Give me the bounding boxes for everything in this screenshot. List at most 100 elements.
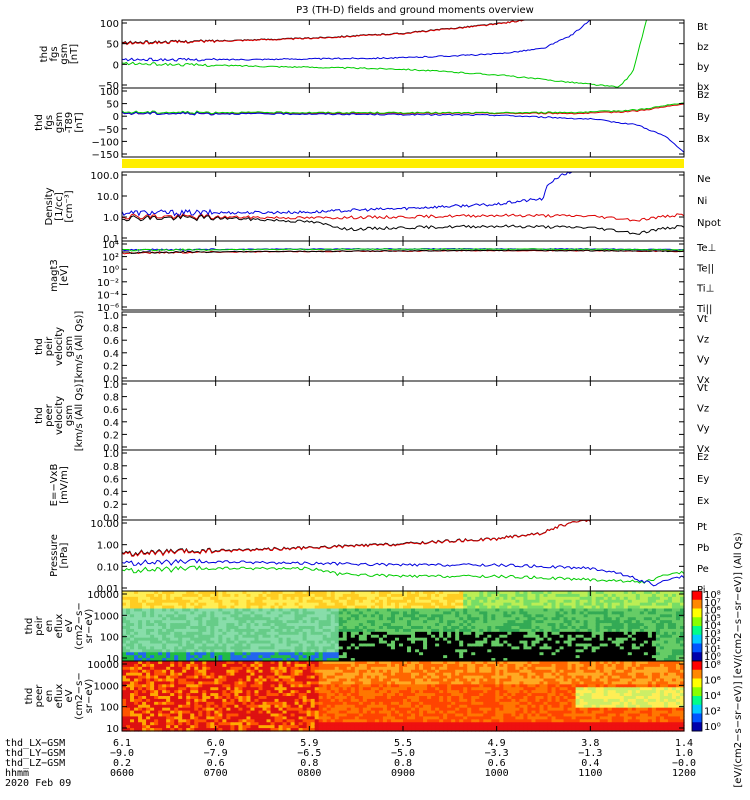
heatmap-cell [166, 605, 171, 610]
heatmap-cell [366, 602, 372, 607]
y-axis-label-line: [nT] [69, 44, 80, 64]
heatmap-cell [226, 666, 231, 671]
heatmap-cell [306, 608, 312, 613]
heatmap-cell [122, 637, 127, 642]
heatmap-cell [138, 701, 143, 706]
heatmap-cell [314, 687, 320, 691]
heatmap-cell [222, 669, 227, 674]
heatmap-cell [318, 701, 324, 706]
heatmap-cell [234, 617, 240, 621]
heatmap-cell [515, 623, 521, 627]
heatmap-cell [266, 716, 272, 720]
heatmap-cell [138, 678, 143, 683]
heatmap-cell [166, 719, 171, 723]
heatmap-cell [591, 652, 597, 656]
y-tick-label: 0.4 [103, 418, 119, 429]
heatmap-cell [146, 722, 151, 726]
heatmap-cell [370, 596, 376, 601]
heatmap-cell [443, 614, 448, 618]
heatmap-cell [366, 649, 372, 653]
heatmap-cell [358, 602, 364, 607]
heatmap-cell [559, 593, 565, 598]
heatmap-cell [246, 599, 252, 604]
heatmap-cell [222, 626, 227, 630]
heatmap-cell [242, 652, 248, 656]
heatmap-cell [238, 725, 244, 729]
heatmap-cell [374, 611, 380, 615]
heatmap-cell [130, 614, 135, 618]
heatmap-cell [306, 602, 312, 607]
heatmap-cell [218, 690, 223, 694]
heatmap-cell [459, 605, 464, 610]
heatmap-cell [238, 663, 244, 668]
heatmap-cell [238, 591, 244, 595]
heatmap-cell [547, 649, 553, 653]
heatmap-cell [627, 617, 633, 621]
heatmap-cell [463, 631, 468, 636]
series-line-Te|| [121, 249, 685, 255]
heatmap-cell [246, 719, 252, 723]
heatmap-cell [326, 614, 332, 618]
heatmap-cell [451, 655, 456, 659]
heatmap-cell [214, 725, 219, 729]
heatmap-cell [451, 602, 456, 607]
heatmap-cell [142, 591, 147, 595]
heatmap-cell [403, 643, 408, 648]
heatmap-cell [354, 658, 360, 662]
heatmap-cell [403, 655, 408, 659]
heatmap-cell [435, 620, 440, 624]
heatmap-cell [246, 593, 252, 598]
heatmap-cell [134, 608, 139, 613]
heatmap-cell [222, 693, 227, 697]
heatmap-cell [318, 713, 324, 718]
heatmap-cell [254, 687, 260, 691]
heatmap-cell [142, 663, 147, 668]
heatmap-cell [250, 678, 256, 683]
heatmap-cell [218, 614, 223, 618]
heatmap-cell [130, 623, 135, 627]
heatmap-cell [338, 646, 344, 650]
heatmap-cell [302, 722, 308, 726]
heatmap-cell [266, 678, 272, 683]
heatmap-cell [523, 623, 529, 627]
heatmap-cell [266, 599, 272, 604]
heatmap-cell [435, 605, 440, 610]
heatmap-cell [250, 669, 256, 674]
heatmap-cell [294, 634, 300, 639]
heatmap-cell [342, 617, 348, 621]
heatmap-cell [579, 602, 585, 607]
heatmap-cell [122, 710, 127, 715]
heatmap-cell [362, 637, 368, 642]
heatmap-cell [475, 634, 480, 639]
heatmap-cell [294, 663, 300, 668]
heatmap-cell [403, 614, 408, 618]
heatmap-cell [366, 617, 372, 621]
heatmap-cell [531, 623, 537, 627]
heatmap-cell [615, 658, 621, 662]
heatmap-cell [206, 637, 211, 642]
heatmap-cell [623, 643, 629, 648]
heatmap-cell [571, 646, 577, 650]
heatmap-cell [242, 681, 248, 685]
heatmap-cell [170, 646, 175, 650]
heatmap-cell [122, 599, 127, 604]
heatmap-cell [639, 652, 645, 656]
heatmap-cell [194, 722, 199, 726]
heatmap-cell [254, 719, 260, 723]
heatmap-cell [138, 591, 143, 595]
heatmap-cell [146, 663, 151, 668]
heatmap-cell [238, 646, 244, 650]
heatmap-cell [194, 687, 199, 691]
heatmap-cell [619, 631, 625, 636]
heatmap-cell [274, 599, 280, 604]
heatmap-cell [286, 728, 292, 732]
heatmap-cell [222, 649, 227, 653]
heatmap-cell [583, 634, 589, 639]
heatmap-cell [246, 596, 252, 601]
y-axis-label-line: [km/s (All Qs)] [74, 311, 85, 383]
heatmap-cell [246, 707, 252, 712]
heatmap-cell [282, 690, 288, 694]
heatmap-cell [411, 628, 416, 633]
heatmap-cell [663, 640, 669, 645]
heatmap-cell [210, 637, 215, 642]
